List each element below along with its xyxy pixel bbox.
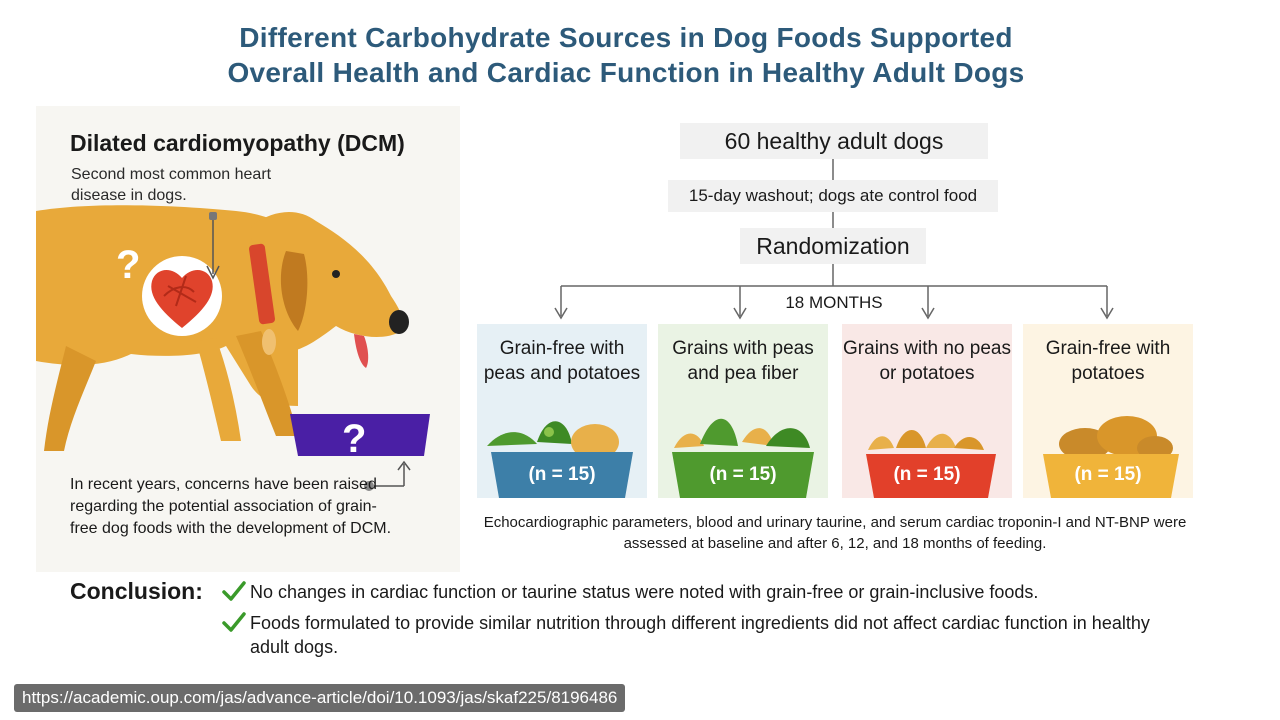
arm-sample-size: (n = 15)	[709, 464, 777, 485]
arm-label: Grains with no peas or potatoes	[843, 338, 1011, 384]
conclusion-item: No changes in cardiac function or taurin…	[222, 580, 1202, 606]
arm-label: Grains with peas and pea fiber	[672, 338, 814, 384]
food-bowl-icon	[866, 454, 996, 498]
food-bowl-icon	[672, 452, 814, 498]
arm-grains-no-peas-potatoes: Grains with no peas or potatoes (n = 15)	[842, 324, 1012, 498]
arm-grain-free-potatoes: Grain-free with potatoes (n = 15)	[1023, 324, 1193, 498]
conclusion-item: Foods formulated to provide similar nutr…	[222, 611, 1182, 661]
food-bowl-icon	[491, 452, 633, 498]
food-bowl-icon	[290, 414, 430, 456]
dcm-subtitle: Second most common heart disease in dogs…	[71, 166, 272, 204]
title-line-1: Different Carbohydrate Sources in Dog Fo…	[239, 22, 1013, 53]
washout-box: 15-day washout; dogs ate control food	[668, 180, 998, 212]
arm-label: Grain-free with potatoes	[1045, 338, 1171, 384]
dcm-heading: Dilated cardiomyopathy (DCM)	[70, 130, 405, 156]
source-url[interactable]: https://academic.oup.com/jas/advance-art…	[14, 684, 626, 712]
food-bowl-icon	[1043, 454, 1179, 498]
arm-grains-peas-pea-fiber: Grains with peas and pea fiber (n = 15)	[658, 324, 828, 498]
arm-sample-size: (n = 15)	[1074, 464, 1142, 485]
conclusion-label: Conclusion:	[70, 578, 203, 604]
conclusion-text: Foods formulated to provide similar nutr…	[250, 613, 1150, 657]
duration-label: 18 MONTHS	[760, 293, 908, 313]
svg-text:?: ?	[342, 417, 366, 461]
check-icon	[222, 581, 246, 601]
page-title: Different Carbohydrate Sources in Dog Fo…	[0, 20, 1252, 90]
randomization-box: Randomization	[740, 228, 926, 264]
arm-grain-free-peas-potatoes: Grain-free with peas and potatoes (n = 1…	[477, 324, 647, 498]
check-icon	[222, 612, 246, 632]
assessment-text: Echocardiographic parameters, blood and …	[483, 514, 1187, 552]
arm-label: Grain-free with peas and potatoes	[483, 338, 641, 384]
conclusion-text: No changes in cardiac function or taurin…	[250, 582, 1039, 602]
dcm-note: In recent years, concerns have been rais…	[70, 476, 392, 537]
population-box: 60 healthy adult dogs	[680, 123, 988, 159]
title-line-2: Overall Health and Cardiac Function in H…	[227, 57, 1025, 88]
svg-text:?: ?	[116, 243, 140, 287]
dcm-panel: ? ? Dilated cardiomyopathy (DCM) Second …	[36, 106, 460, 572]
arm-sample-size: (n = 15)	[893, 464, 961, 485]
dog-illustration-icon: ? ?	[36, 205, 430, 491]
arm-sample-size: (n = 15)	[528, 464, 596, 485]
